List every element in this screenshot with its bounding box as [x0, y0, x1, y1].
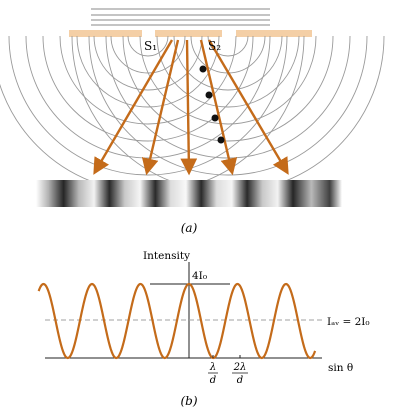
tick1-denominator: d — [210, 375, 216, 386]
fringe-pattern — [36, 180, 342, 207]
rays — [93, 39, 289, 176]
maximum-point — [199, 65, 207, 73]
panel-a-diagram: S₁ S₂ (a) — [0, 8, 385, 235]
tick1-numerator: λ — [209, 362, 216, 373]
tick2-denominator: d — [237, 375, 243, 386]
panel-b-caption: (b) — [180, 394, 197, 408]
ray-inner-right — [199, 39, 238, 176]
y-axis-label: Intensity — [143, 250, 190, 262]
ray-outer-right — [207, 39, 289, 175]
ray-center — [180, 39, 198, 176]
ray-outer-left — [93, 39, 174, 175]
interference-points — [199, 65, 225, 144]
wavefront-arc — [139, 35, 317, 125]
maximum-point — [205, 91, 213, 99]
ray-inner-left — [141, 39, 180, 176]
panel-a-caption: (a) — [181, 221, 198, 235]
wavefront-arc — [76, 35, 220, 108]
wavefront-arc — [93, 35, 203, 91]
x-ticks — [212, 355, 241, 358]
tick2-numerator: 2λ — [233, 362, 247, 373]
wavefront-arc — [122, 35, 334, 142]
slit-2-label: S₂ — [208, 39, 221, 53]
wavefront-arc — [42, 35, 254, 142]
wavefront-arc — [127, 35, 169, 57]
peak-label: 4I₀ — [192, 270, 207, 282]
maximum-point — [217, 136, 225, 144]
incoming-wavefronts — [91, 8, 270, 26]
intensity-curve — [37, 282, 317, 360]
wavefront-arc — [207, 35, 249, 57]
slit-barrier — [69, 30, 312, 37]
wavefront-arc — [173, 35, 283, 91]
x-axis-label: sin θ — [328, 362, 353, 374]
wavefront-arc — [59, 35, 237, 125]
maximum-point — [211, 114, 219, 122]
average-label: Iₐᵥ = 2I₀ — [327, 316, 370, 328]
wavefront-arc — [156, 35, 300, 108]
slit-1-label: S₁ — [144, 39, 157, 53]
